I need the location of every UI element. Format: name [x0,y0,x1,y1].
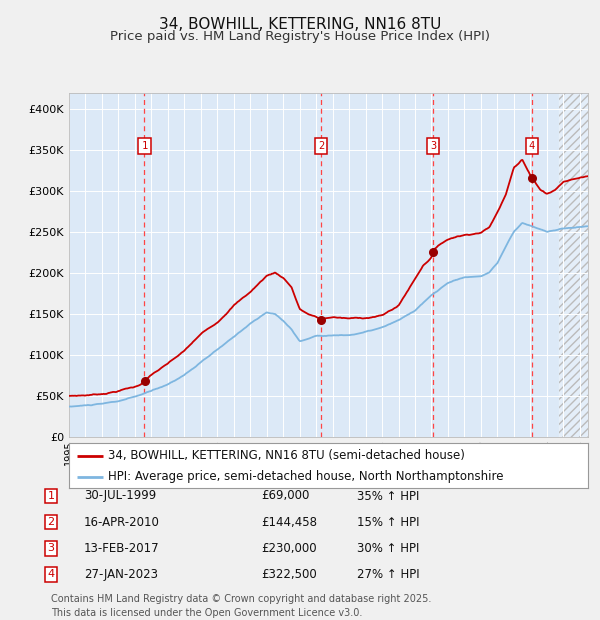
Text: 30-JUL-1999: 30-JUL-1999 [84,490,156,502]
Text: 1: 1 [47,491,55,501]
Text: 27-JAN-2023: 27-JAN-2023 [84,568,158,580]
Text: 3: 3 [430,141,437,151]
Text: 15% ↑ HPI: 15% ↑ HPI [357,516,419,528]
Bar [559,93,588,437]
Text: £69,000: £69,000 [261,490,310,502]
Text: 34, BOWHILL, KETTERING, NN16 8TU: 34, BOWHILL, KETTERING, NN16 8TU [159,17,441,32]
Text: 34, BOWHILL, KETTERING, NN16 8TU (semi-detached house): 34, BOWHILL, KETTERING, NN16 8TU (semi-d… [108,450,465,463]
Text: HPI: Average price, semi-detached house, North Northamptonshire: HPI: Average price, semi-detached house,… [108,471,503,483]
Text: Price paid vs. HM Land Registry's House Price Index (HPI): Price paid vs. HM Land Registry's House … [110,30,490,43]
Text: 4: 4 [529,141,535,151]
Bar [559,93,588,437]
Text: 2: 2 [47,517,55,527]
Text: 4: 4 [47,569,55,579]
Text: 13-FEB-2017: 13-FEB-2017 [84,542,160,554]
Text: Contains HM Land Registry data © Crown copyright and database right 2025.
This d: Contains HM Land Registry data © Crown c… [51,595,431,618]
Text: 3: 3 [47,543,55,553]
Text: £144,458: £144,458 [261,516,317,528]
Text: £230,000: £230,000 [261,542,317,554]
Text: 1: 1 [142,141,148,151]
Text: 16-APR-2010: 16-APR-2010 [84,516,160,528]
Text: 2: 2 [318,141,324,151]
Text: 30% ↑ HPI: 30% ↑ HPI [357,542,419,554]
Text: £322,500: £322,500 [261,568,317,580]
Text: 27% ↑ HPI: 27% ↑ HPI [357,568,419,580]
Text: 35% ↑ HPI: 35% ↑ HPI [357,490,419,502]
